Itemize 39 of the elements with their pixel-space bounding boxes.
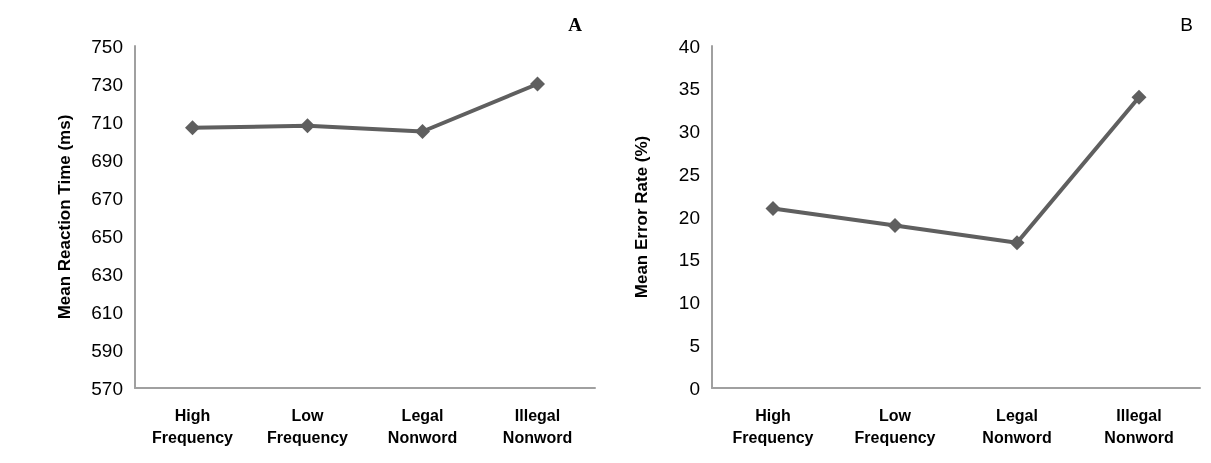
y-tick-label: 590 [91, 339, 123, 361]
point [887, 218, 903, 234]
y-tick-label: 20 [678, 206, 700, 228]
point [300, 118, 315, 134]
point [1009, 235, 1025, 251]
x-tick-label: Legal Nonword [387, 406, 458, 446]
y-tick-label: 750 [91, 35, 123, 57]
y-tick-label: 15 [678, 249, 700, 271]
y-tick-label: 25 [678, 163, 700, 185]
y-tick-label: 630 [91, 263, 123, 285]
y-tick-label: 570 [91, 377, 123, 399]
y-axis-title: Mean Reaction Time (ms) [55, 114, 74, 320]
y-tick-label: 40 [678, 35, 700, 57]
point [415, 124, 430, 139]
y-tick-label: 610 [91, 301, 123, 323]
y-tick-label: 30 [678, 121, 700, 142]
x-tick-label: Low Frequency [267, 406, 349, 446]
point [765, 200, 781, 216]
y-tick-label: 670 [91, 187, 123, 209]
y-axis-title: Mean Error Rate (%) [632, 135, 651, 299]
x-tick-label: Illegal Nonword [1104, 406, 1174, 446]
y-tick-label: 35 [678, 78, 700, 100]
x-tick-label: High Frequency [152, 406, 234, 446]
y-tick-label: 5 [689, 334, 700, 356]
y-tick-label: 650 [91, 225, 123, 247]
y-tick-label: 710 [91, 111, 123, 133]
x-tick-label: Low Frequency [854, 406, 936, 446]
point [1131, 89, 1147, 105]
y-tick-label: 690 [91, 149, 123, 171]
x-tick-label: Illegal Nonword [502, 406, 573, 446]
y-tick-label: 10 [678, 292, 700, 313]
y-tick-label: 730 [91, 73, 123, 95]
y-tick-label: 0 [689, 377, 700, 399]
x-tick-label: Legal Nonword [982, 406, 1052, 446]
point [530, 76, 545, 92]
x-tick-label: High Frequency [732, 406, 814, 446]
chart-title: B [1180, 14, 1194, 35]
point [185, 120, 200, 136]
chart-title: A [568, 14, 583, 35]
